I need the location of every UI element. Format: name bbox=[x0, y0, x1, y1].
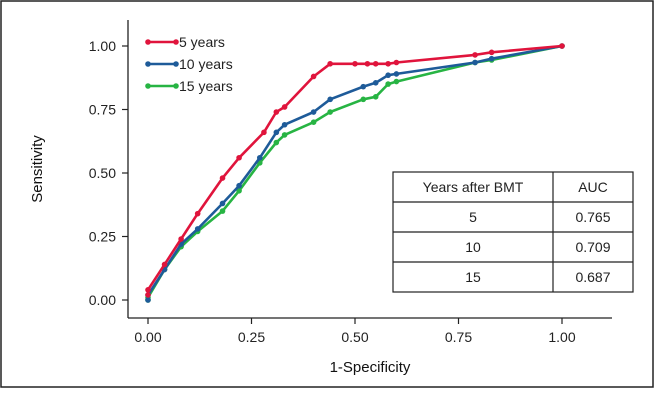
y-tick-label-4: 1.00 bbox=[89, 38, 116, 54]
auc-table-cell-auc-2: 0.709 bbox=[575, 239, 610, 255]
series-2-point-8 bbox=[273, 139, 280, 146]
legend-marker-end-2 bbox=[173, 83, 179, 89]
legend-label-2: 15 years bbox=[179, 78, 233, 94]
auc-table-cell-auc-1: 0.765 bbox=[575, 209, 610, 225]
auc-table-header-auc: AUC bbox=[578, 179, 608, 195]
series-1 bbox=[145, 43, 565, 303]
legend-marker-end-1 bbox=[173, 61, 179, 67]
series-0-point-10 bbox=[310, 73, 317, 80]
y-tick-label-1: 0.25 bbox=[89, 229, 116, 245]
series-0-point-0 bbox=[145, 292, 151, 298]
legend-label-1: 10 years bbox=[179, 56, 233, 72]
series-2-point-11 bbox=[327, 109, 333, 115]
series-1-point-0 bbox=[145, 297, 151, 303]
series-0-point-6 bbox=[236, 154, 242, 161]
series-0-point-17 bbox=[472, 52, 478, 58]
series-1-point-9 bbox=[281, 121, 288, 128]
series-0-point-16 bbox=[393, 59, 400, 66]
x-tick-label-2: 0.50 bbox=[341, 329, 368, 345]
series-0-point-2 bbox=[161, 261, 168, 268]
series-1-point-17 bbox=[488, 55, 495, 62]
auc-table-cell-years-3: 15 bbox=[465, 269, 481, 285]
series-1-point-5 bbox=[219, 200, 226, 207]
series-0-point-3 bbox=[178, 236, 184, 242]
x-tick-label-1: 0.25 bbox=[238, 329, 265, 345]
series-0-point-13 bbox=[364, 60, 371, 67]
x-tick-label-0: 0.00 bbox=[134, 329, 161, 345]
series-0-point-11 bbox=[327, 60, 333, 67]
series-0-point-7 bbox=[261, 129, 267, 136]
series-0-point-5 bbox=[219, 175, 226, 181]
series-0-point-1 bbox=[145, 287, 151, 293]
series-0-point-18 bbox=[488, 49, 495, 56]
series-2-point-10 bbox=[310, 119, 317, 125]
series-2-point-15 bbox=[393, 78, 400, 85]
legend-marker-end-0 bbox=[173, 39, 179, 45]
series-1-point-14 bbox=[385, 72, 391, 79]
series-1-point-6 bbox=[236, 182, 242, 189]
series-1-point-16 bbox=[472, 59, 478, 66]
y-tick-label-0: 0.00 bbox=[89, 292, 116, 308]
series-1-point-4 bbox=[194, 226, 201, 232]
x-tick-label-3: 0.75 bbox=[445, 329, 472, 345]
series-1-point-12 bbox=[360, 83, 367, 90]
y-tick-label-3: 0.75 bbox=[89, 102, 116, 118]
y-axis-title: Sensitivity bbox=[29, 135, 46, 203]
series-0-point-9 bbox=[281, 104, 288, 110]
auc-table-header-years: Years after BMT bbox=[423, 179, 524, 195]
series-2-point-14 bbox=[385, 81, 391, 87]
series-2-point-6 bbox=[236, 187, 242, 194]
legend-marker-start-1 bbox=[145, 61, 151, 67]
series-1-point-8 bbox=[273, 129, 280, 136]
series-0-point-4 bbox=[194, 210, 201, 217]
x-axis-title: 1-Specificity bbox=[330, 359, 411, 376]
series-0-point-14 bbox=[372, 60, 379, 67]
auc-table-cell-auc-3: 0.687 bbox=[575, 269, 610, 285]
series-1-point-10 bbox=[310, 109, 317, 115]
series-1-point-15 bbox=[393, 71, 400, 77]
series-1-point-13 bbox=[372, 80, 379, 86]
legend-marker-start-2 bbox=[145, 83, 151, 89]
auc-table-cell-years-1: 5 bbox=[469, 209, 477, 225]
series-0-point-8 bbox=[273, 109, 280, 115]
legend-marker-start-0 bbox=[145, 39, 151, 45]
auc-table-cell-years-2: 10 bbox=[465, 239, 481, 255]
legend-label-0: 5 years bbox=[179, 34, 225, 50]
series-0-point-12 bbox=[352, 60, 358, 67]
series-2-point-13 bbox=[372, 94, 379, 100]
series-2-point-5 bbox=[219, 208, 226, 214]
series-0-point-19 bbox=[559, 43, 565, 49]
series-1-point-7 bbox=[256, 154, 263, 161]
y-tick-label-2: 0.50 bbox=[89, 165, 116, 181]
series-2-point-9 bbox=[281, 132, 288, 138]
series-1-point-11 bbox=[327, 96, 333, 103]
series-2-point-12 bbox=[360, 96, 367, 103]
x-tick-label-4: 1.00 bbox=[548, 329, 575, 345]
series-0 bbox=[145, 43, 565, 298]
series-0-point-15 bbox=[385, 60, 391, 67]
